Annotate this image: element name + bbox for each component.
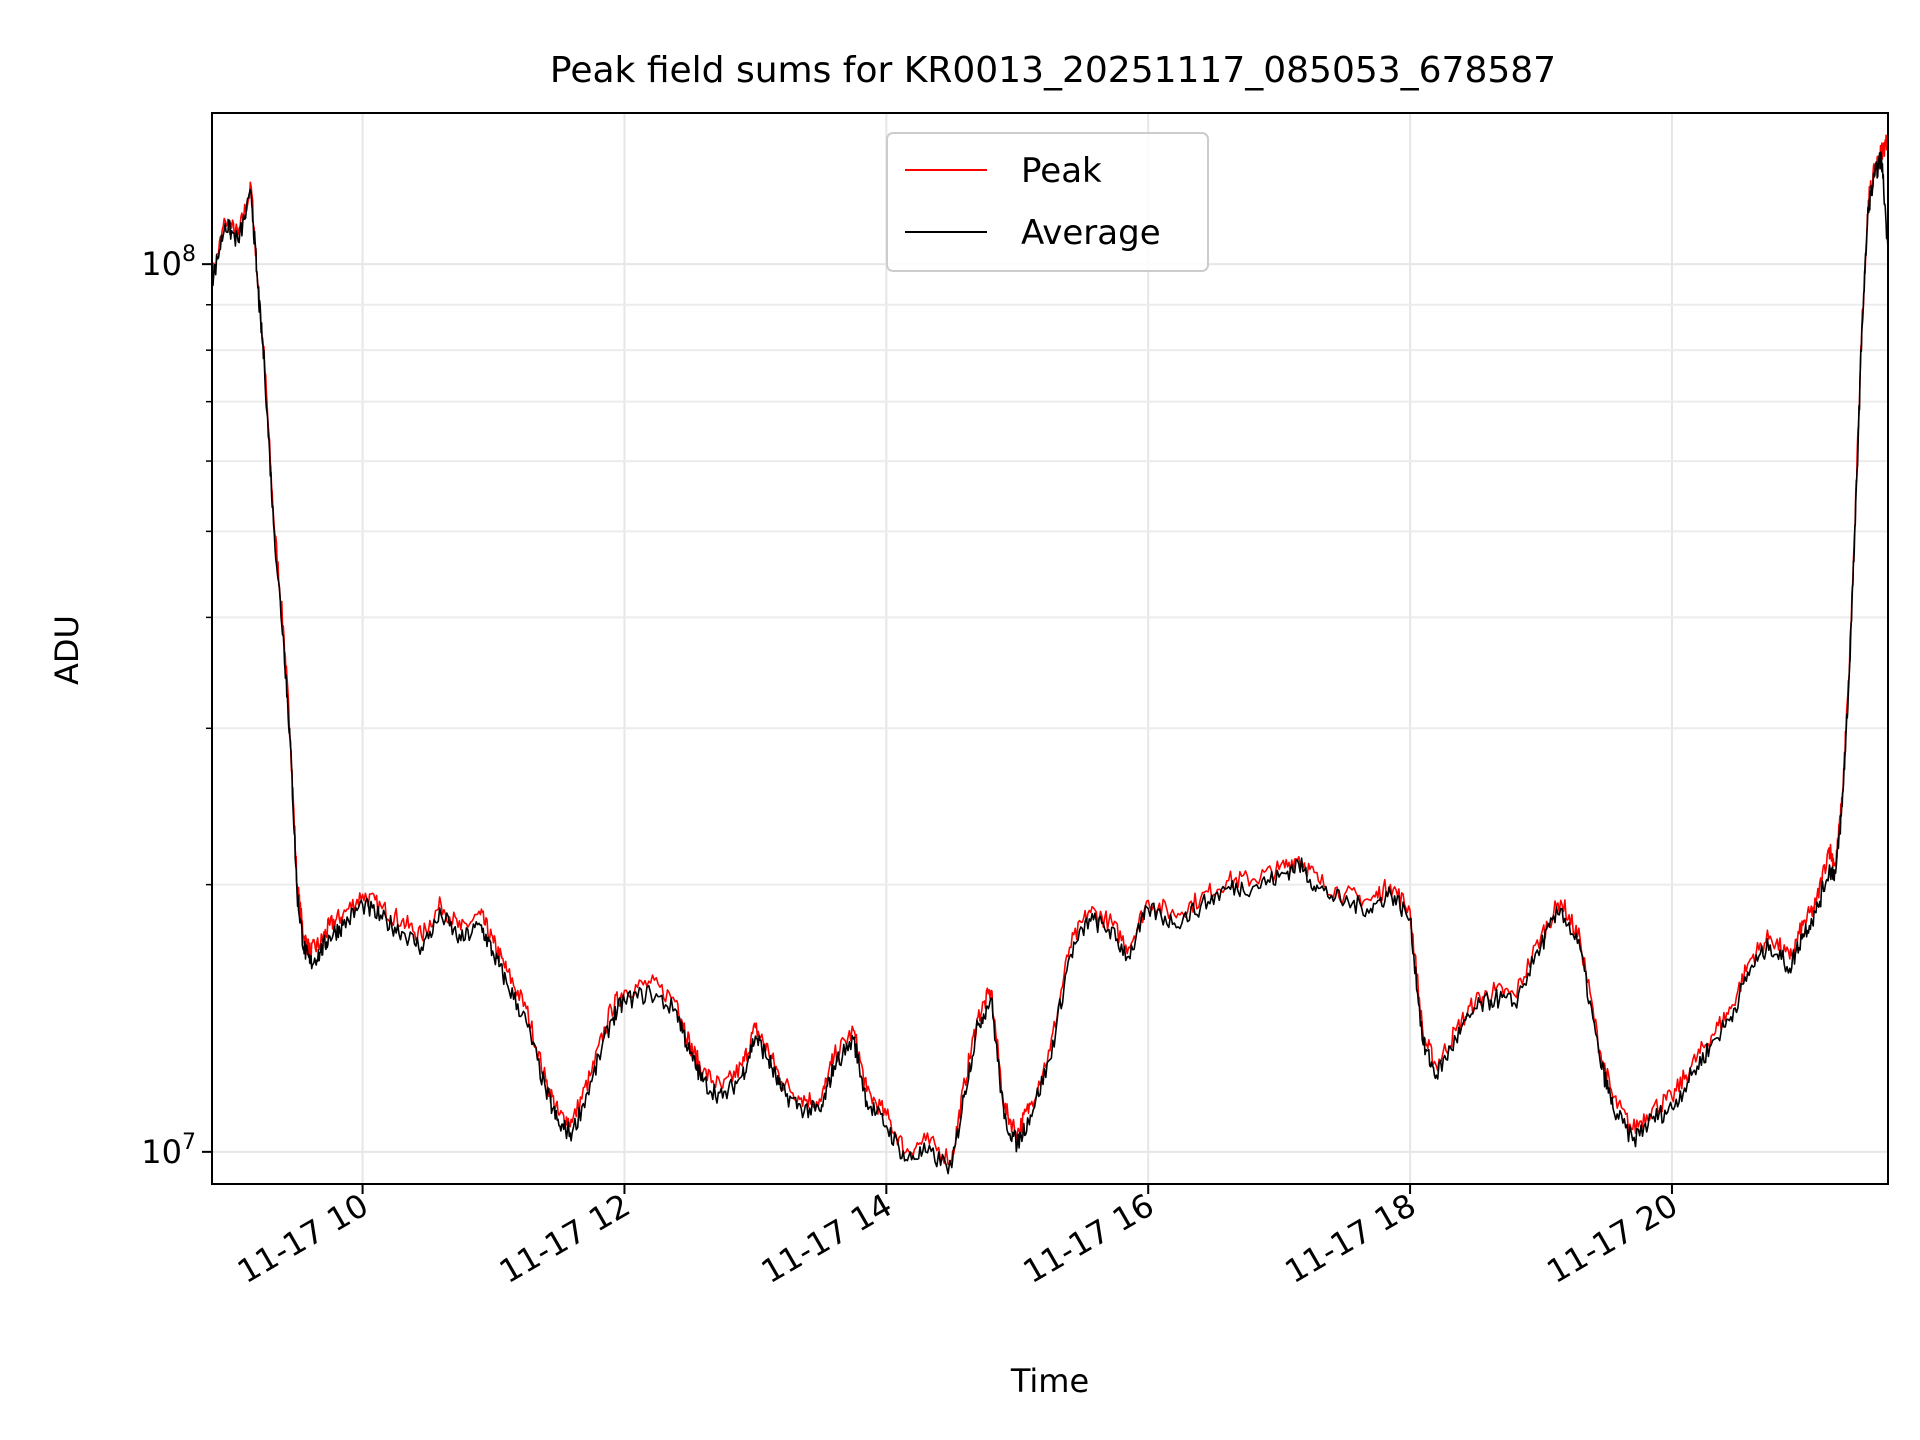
y-tick-label: 107 — [141, 1130, 196, 1171]
legend-label-peak: Peak — [1021, 151, 1102, 191]
series-layer — [211, 134, 1889, 1175]
series-line-average — [211, 151, 1889, 1175]
legend-box — [886, 132, 1209, 272]
x-axis-label: Time — [1010, 1362, 1089, 1400]
series-line-peak — [211, 134, 1889, 1166]
plot-area-border — [211, 112, 1889, 1185]
y-tick-label: 108 — [141, 242, 196, 283]
chart-title: Peak field sums for KR0013_20251117_0850… — [550, 50, 1556, 91]
legend: Peak Average — [886, 132, 1209, 272]
legend-label-average: Average — [1021, 213, 1161, 253]
grid-layer — [212, 113, 1888, 1184]
y-axis-label: ADU — [48, 615, 86, 685]
